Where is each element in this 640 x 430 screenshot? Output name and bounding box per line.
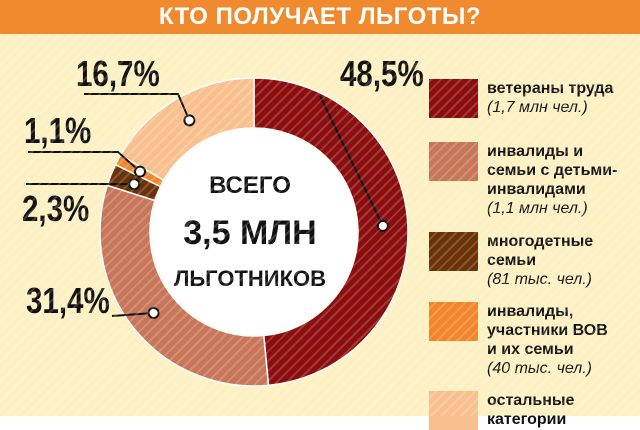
legend-swatch-disabled bbox=[429, 142, 478, 181]
legend-label-large-families: многодетные семьи bbox=[487, 232, 637, 270]
leader-dot-others bbox=[184, 115, 194, 125]
legend-label-others: остальные категории bbox=[487, 391, 637, 429]
legend-sublabel-wwii: (40 тыс. чел.) bbox=[487, 359, 637, 378]
header-bar: КТО ПОЛУЧАЕТ ЛЬГОТЫ? bbox=[0, 0, 640, 34]
pct-label-wwii: 1,1% bbox=[24, 113, 91, 149]
pct-label-large-families: 2,3% bbox=[22, 191, 89, 227]
legend-sublabel-disabled: (1,1 млн чел.) bbox=[487, 199, 637, 218]
chart-panel: 48,5% 31,4% 2,3% 1,1% 16,7% ВСЕГО 3,5 МЛ… bbox=[0, 34, 640, 416]
chart-title: КТО ПОЛУЧАЕТ ЛЬГОТЫ? bbox=[159, 3, 481, 31]
center-total-caption: ЛЬГОТНИКОВ bbox=[165, 266, 335, 292]
legend-sublabel-large-families: (81 тыс. чел.) bbox=[487, 270, 637, 289]
legend-swatch-others bbox=[429, 391, 478, 430]
legend-label-veterans: ветераны труда bbox=[487, 79, 637, 98]
pct-label-disabled: 31,4% bbox=[26, 283, 110, 319]
legend-swatch-large-families bbox=[429, 232, 478, 271]
legend-swatch-wwii bbox=[429, 302, 478, 341]
leader-dot-wwii bbox=[135, 167, 145, 177]
legend-label-wwii: инвалиды, участники ВОВ и их семьи bbox=[487, 302, 637, 359]
pct-label-others: 16,7% bbox=[76, 56, 160, 92]
center-total-label: ВСЕГО bbox=[180, 172, 320, 200]
pct-label-veterans: 48,5% bbox=[340, 56, 424, 92]
legend-sublabel-veterans: (1,7 млн чел.) bbox=[487, 98, 637, 117]
leader-dot-large-families bbox=[129, 179, 139, 189]
center-total-value: 3,5 МЛН bbox=[160, 214, 340, 253]
legend-label-disabled: инвалиды и семьи с детьми- инвалидами bbox=[487, 142, 637, 199]
leader-dot-veterans bbox=[378, 221, 388, 231]
legend-swatch-veterans bbox=[429, 79, 478, 118]
leader-dot-disabled bbox=[149, 308, 159, 318]
